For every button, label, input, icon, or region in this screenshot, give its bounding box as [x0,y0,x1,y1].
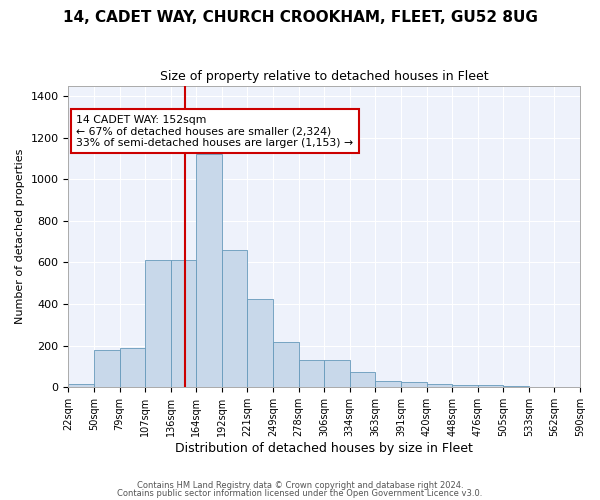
Title: Size of property relative to detached houses in Fleet: Size of property relative to detached ho… [160,70,488,83]
Bar [350,372,376,388]
X-axis label: Distribution of detached houses by size in Fleet: Distribution of detached houses by size … [175,442,473,455]
Bar [119,348,145,388]
Bar [503,386,529,388]
Bar [324,360,350,388]
Bar [247,299,273,388]
Bar [478,386,503,388]
Y-axis label: Number of detached properties: Number of detached properties [15,149,25,324]
Bar [376,381,401,388]
Bar [196,154,222,388]
Bar [145,260,171,388]
Bar [401,382,427,388]
Bar [68,384,94,388]
Text: Contains public sector information licensed under the Open Government Licence v3: Contains public sector information licen… [118,488,482,498]
Bar [94,350,119,388]
Bar [529,386,554,388]
Text: Contains HM Land Registry data © Crown copyright and database right 2024.: Contains HM Land Registry data © Crown c… [137,481,463,490]
Bar [273,342,299,388]
Bar [452,385,478,388]
Text: 14 CADET WAY: 152sqm
← 67% of detached houses are smaller (2,324)
33% of semi-de: 14 CADET WAY: 152sqm ← 67% of detached h… [76,114,353,148]
Bar [222,250,247,388]
Text: 14, CADET WAY, CHURCH CROOKHAM, FLEET, GU52 8UG: 14, CADET WAY, CHURCH CROOKHAM, FLEET, G… [62,10,538,25]
Bar [427,384,452,388]
Bar [299,360,324,388]
Bar [171,260,196,388]
